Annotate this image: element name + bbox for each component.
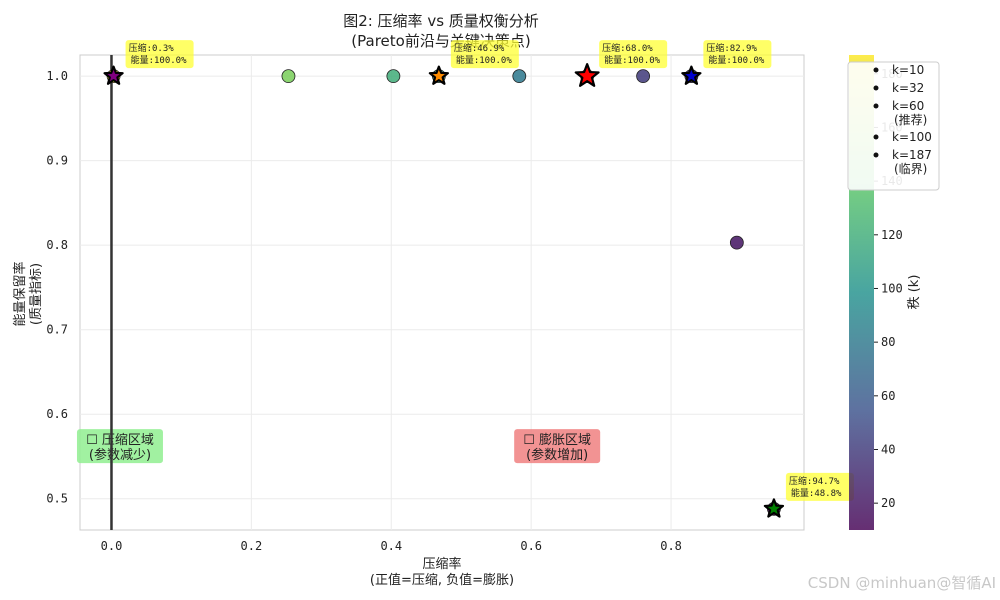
region-label: ☐ 压缩区域 (86, 432, 154, 448)
region-labels: ☐ 压缩区域(参数减少) ☐ 膨胀区域(参数增加) (76, 429, 601, 464)
key-point-star (574, 63, 600, 87)
legend-marker (873, 152, 879, 158)
region-box (76, 429, 163, 464)
legend-marker (873, 103, 879, 109)
scatter-point (729, 235, 744, 250)
region-sublabel: (参数减少) (89, 447, 151, 463)
region-sublabel: (参数增加) (526, 447, 588, 463)
colorbar-tick-label: 80 (881, 335, 895, 349)
legend-label: k=100 (892, 130, 932, 144)
key-point-star (428, 65, 449, 85)
annotation-box (599, 40, 668, 69)
key-point-star (103, 65, 124, 85)
annotation-line2: 能量:100.0% (604, 54, 661, 66)
key-point-star (763, 498, 785, 518)
y-tick-label: 0.5 (46, 492, 68, 506)
key-point-star (681, 65, 702, 85)
region-label: ☐ 膨胀区域 (523, 433, 591, 448)
x-tick-label: 0.2 (241, 539, 263, 553)
legend-label: k=32 (892, 81, 924, 95)
annotation-line1: 压缩:82.9% (706, 42, 757, 54)
key-point-stars (103, 63, 785, 518)
legend-sublabel: (推荐) (894, 113, 927, 127)
point-annotations: 压缩:0.3%能量:100.0%压缩:46.9%能量:100.0%压缩:68.0… (125, 40, 854, 501)
annotation-line2: 能量:48.8% (791, 487, 842, 499)
legend-marker (873, 67, 879, 73)
annotation-box (703, 40, 772, 69)
x-tick-label: 0.4 (380, 539, 402, 553)
annotation-box (125, 40, 194, 69)
colorbar-tick-label: 40 (881, 442, 895, 456)
colorbar-tick-label: 20 (881, 496, 895, 510)
annotation-line2: 能量:100.0% (456, 54, 513, 66)
watermark: CSDN @minhuan@智循AI (808, 574, 996, 592)
annotation-line2: 能量:100.0% (708, 54, 765, 66)
colorbar-label: 秩 (k) (907, 275, 922, 310)
y-axis-sublabel: (质量指标) (29, 263, 44, 325)
annotation-line1: 压缩:0.3% (129, 42, 175, 54)
legend-box (847, 61, 940, 191)
y-tick-label: 0.7 (46, 323, 68, 337)
y-tick-label: 0.6 (46, 407, 68, 421)
legend-label: k=187 (892, 148, 932, 162)
y-tick-label: 1.0 (46, 69, 68, 83)
annotation-box (450, 40, 519, 69)
legend-marker (873, 85, 879, 91)
annotation-line1: 压缩:94.7% (789, 475, 840, 487)
legend-label: k=60 (892, 99, 924, 113)
y-tick-label: 0.8 (46, 238, 68, 252)
annotation-box (785, 472, 854, 501)
annotation-line1: 压缩:68.0% (602, 42, 653, 54)
x-tick-label: 0.6 (520, 539, 542, 553)
y-tick-label: 0.9 (46, 154, 68, 168)
chart-title: 图2: 压缩率 vs 质量权衡分析 (343, 12, 539, 30)
x-axis-label: 压缩率 (422, 556, 461, 572)
y-tick-labels: 0.5 0.6 0.7 0.8 0.9 1.0 (46, 69, 68, 506)
annotation-line2: 能量:100.0% (131, 54, 188, 66)
colorbar-tick-label: 100 (881, 281, 903, 295)
scatter-point (386, 69, 401, 84)
legend-marker (873, 134, 879, 140)
colorbar-tick-label: 60 (881, 389, 895, 403)
scatter-point (281, 69, 296, 84)
scatter-point (636, 69, 651, 84)
legend-label: k=10 (892, 63, 924, 77)
y-axis-label: 能量保留率 (12, 261, 28, 326)
x-tick-label: 0.8 (660, 539, 682, 553)
x-tick-labels: 0.0 0.2 0.4 0.6 0.8 (101, 539, 682, 553)
annotation-line1: 压缩:46.9% (454, 42, 505, 54)
x-tick-label: 0.0 (101, 539, 123, 553)
legend-sublabel: (临界) (894, 162, 927, 176)
x-axis-sublabel: (正值=压缩, 负值=膨胀) (370, 572, 514, 588)
legend-entries: k=10 k=32 k=60(推荐) k=100 k=187(临界) (873, 63, 932, 176)
region-box (514, 429, 601, 464)
plot-area (79, 54, 805, 531)
colorbar-tick-label: 120 (881, 228, 903, 242)
scatter-point (512, 69, 527, 84)
